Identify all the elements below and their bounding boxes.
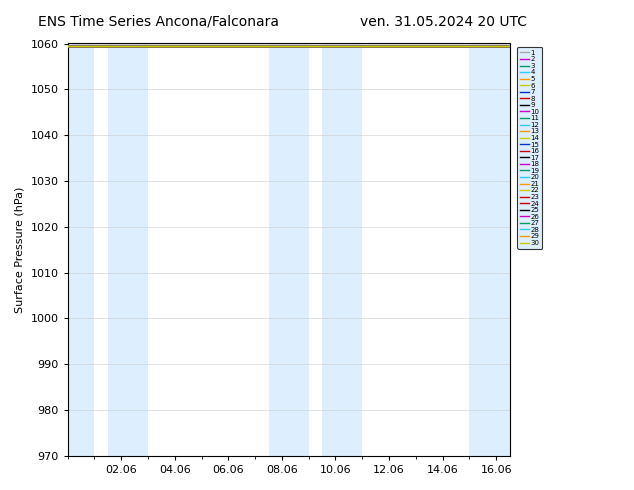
Text: ENS Time Series Ancona/Falconara: ENS Time Series Ancona/Falconara (38, 15, 279, 29)
Y-axis label: Surface Pressure (hPa): Surface Pressure (hPa) (15, 187, 25, 313)
Legend: 1, 2, 3, 4, 5, 6, 7, 8, 9, 10, 11, 12, 13, 14, 15, 16, 17, 18, 19, 20, 21, 22, 2: 1, 2, 3, 4, 5, 6, 7, 8, 9, 10, 11, 12, 1… (517, 47, 543, 248)
Bar (68, 44, 94, 456)
Text: ven. 31.05.2024 20 UTC: ven. 31.05.2024 20 UTC (360, 15, 527, 29)
Bar (469, 44, 510, 456)
Bar (322, 44, 362, 456)
Bar (108, 44, 148, 456)
Bar (269, 44, 309, 456)
